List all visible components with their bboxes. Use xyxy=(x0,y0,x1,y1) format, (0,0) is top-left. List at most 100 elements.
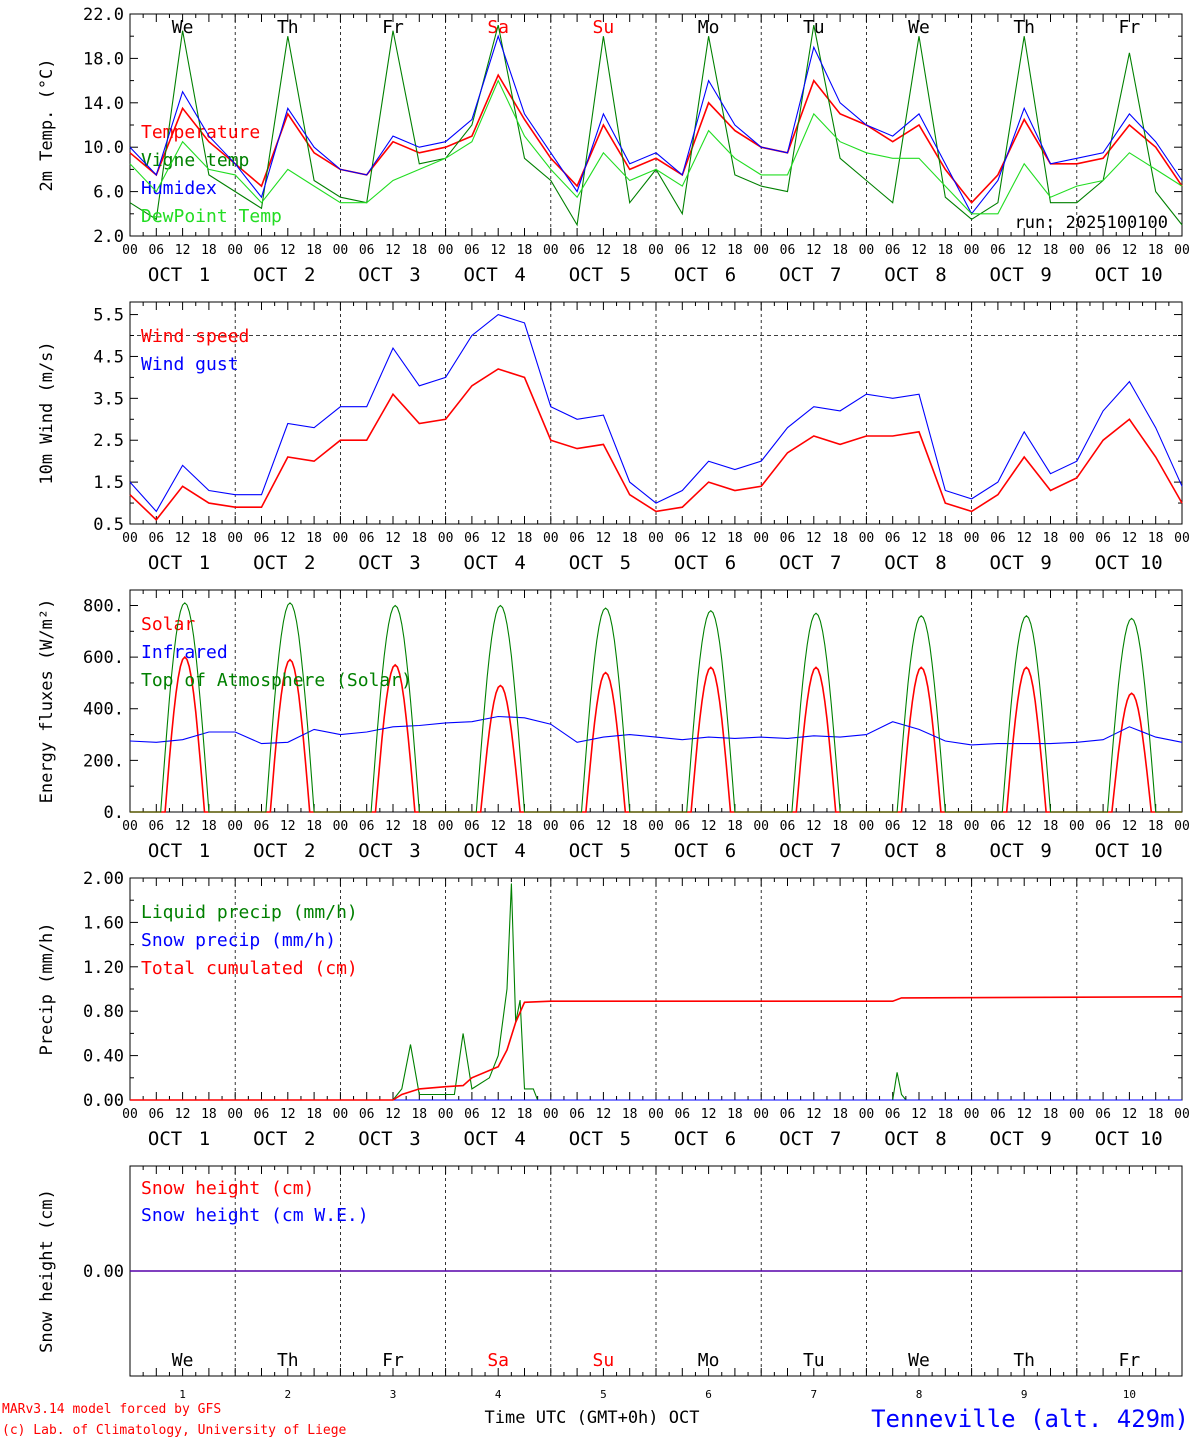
y-axis-title: Snow height (cm) xyxy=(37,1189,57,1353)
date-day-label: 10 xyxy=(1140,552,1163,574)
hour-tick-label: 12 xyxy=(1016,531,1032,546)
hour-tick-label: 18 xyxy=(1148,243,1164,258)
date-month-label: OCT xyxy=(358,264,392,286)
hour-tick-label: 12 xyxy=(596,531,612,546)
y-tick-label: 3.5 xyxy=(93,389,124,409)
date-month-label: OCT xyxy=(148,840,182,862)
y-tick-label: 0.00 xyxy=(83,1262,124,1282)
y-axis-title: Precip (mm/h) xyxy=(37,922,57,1055)
hour-tick-label: 18 xyxy=(832,531,848,546)
hour-tick-label: 18 xyxy=(1148,819,1164,834)
series-line-humidex xyxy=(129,34,1183,215)
day-of-week-label: Th xyxy=(277,17,299,38)
hour-tick-label: 06 xyxy=(359,531,375,546)
hour-tick-label: 00 xyxy=(122,819,138,834)
day-of-week-label: Fr xyxy=(1119,17,1141,38)
legend-entry: Liquid precip (mm/h) xyxy=(141,902,358,923)
y-tick-label: 200. xyxy=(83,751,124,771)
hour-tick-label: 00 xyxy=(1174,243,1190,258)
hour-tick-label: 06 xyxy=(148,819,164,834)
hour-tick-label: 18 xyxy=(306,1107,322,1122)
date-day-label: 6 xyxy=(725,264,736,286)
hour-tick-label: 06 xyxy=(569,819,585,834)
date-day-label: 2 xyxy=(304,264,315,286)
hour-tick-label: 12 xyxy=(175,1107,191,1122)
date-day-label: 4 xyxy=(514,1128,525,1150)
hour-tick-label: 00 xyxy=(648,531,664,546)
footer-model-line1: MARv3.14 model forced by GFS xyxy=(2,1402,221,1417)
date-month-label: OCT xyxy=(779,552,813,574)
day-of-week-label: Fr xyxy=(1119,1350,1141,1371)
hour-tick-label: 00 xyxy=(333,243,349,258)
date-day-label: 2 xyxy=(304,840,315,862)
hour-tick-label: 06 xyxy=(464,1107,480,1122)
date-day-label: 10 xyxy=(1140,1128,1163,1150)
date-month-label: OCT xyxy=(1095,264,1129,286)
hour-tick-label: 18 xyxy=(1148,531,1164,546)
hour-tick-label: 06 xyxy=(674,531,690,546)
date-month-label: OCT xyxy=(990,552,1024,574)
hour-tick-label: 12 xyxy=(1016,819,1032,834)
date-month-label: OCT xyxy=(253,840,287,862)
hour-tick-label: 00 xyxy=(964,1107,980,1122)
hour-tick-label: 00 xyxy=(438,243,454,258)
date-month-label: OCT xyxy=(569,840,603,862)
date-number-label: 9 xyxy=(1021,1388,1028,1401)
y-tick-label: 2.5 xyxy=(93,431,124,451)
hour-tick-label: 00 xyxy=(648,819,664,834)
date-day-label: 10 xyxy=(1140,264,1163,286)
hour-tick-label: 12 xyxy=(806,819,822,834)
hour-tick-label: 06 xyxy=(464,531,480,546)
hour-tick-label: 00 xyxy=(648,243,664,258)
hour-tick-label: 00 xyxy=(227,243,243,258)
y-axis-title: Energy fluxes (W/m²) xyxy=(37,599,57,804)
date-day-label: 8 xyxy=(935,264,946,286)
hour-tick-label: 00 xyxy=(333,819,349,834)
hour-tick-label: 06 xyxy=(674,819,690,834)
hour-tick-label: 12 xyxy=(806,243,822,258)
date-day-label: 7 xyxy=(830,264,841,286)
hour-tick-label: 12 xyxy=(1016,1107,1032,1122)
hour-tick-label: 06 xyxy=(780,819,796,834)
day-of-week-label: Sa xyxy=(487,1350,509,1371)
hour-tick-label: 18 xyxy=(622,1107,638,1122)
hour-tick-label: 06 xyxy=(254,1107,270,1122)
y-tick-label: 600. xyxy=(83,648,124,668)
day-of-week-label: We xyxy=(908,17,930,38)
date-day-label: 4 xyxy=(514,264,525,286)
y-tick-label: 18.0 xyxy=(83,49,124,69)
date-number-label: 7 xyxy=(810,1388,817,1401)
date-day-label: 1 xyxy=(199,1128,210,1150)
hour-tick-label: 18 xyxy=(201,531,217,546)
legend-entry: Humidex xyxy=(141,178,217,199)
y-tick-label: 1.20 xyxy=(83,958,124,978)
date-day-label: 3 xyxy=(409,552,420,574)
hour-tick-label: 00 xyxy=(1069,1107,1085,1122)
hour-tick-label: 12 xyxy=(596,1107,612,1122)
date-number-label: 6 xyxy=(705,1388,712,1401)
date-day-label: 9 xyxy=(1040,840,1051,862)
hour-tick-label: 00 xyxy=(859,819,875,834)
date-day-label: 1 xyxy=(199,840,210,862)
date-day-label: 8 xyxy=(935,1128,946,1150)
day-of-week-label: Fr xyxy=(382,1350,404,1371)
hour-tick-label: 00 xyxy=(122,1107,138,1122)
footer-model-line2: (c) Lab. of Climatology, University of L… xyxy=(2,1423,347,1438)
hour-tick-label: 18 xyxy=(832,819,848,834)
hour-tick-label: 00 xyxy=(227,1107,243,1122)
hour-tick-label: 18 xyxy=(1043,819,1059,834)
hour-tick-label: 18 xyxy=(517,243,533,258)
hour-tick-label: 12 xyxy=(1122,531,1138,546)
date-month-label: OCT xyxy=(884,1128,918,1150)
series-line-wind-speed xyxy=(129,368,1183,521)
y-axis-title: 2m Temp. (°C) xyxy=(37,58,57,191)
hour-tick-label: 06 xyxy=(569,531,585,546)
day-of-week-label: We xyxy=(172,1350,194,1371)
y-tick-label: 800. xyxy=(83,596,124,616)
date-month-label: OCT xyxy=(884,264,918,286)
y-tick-label: 1.5 xyxy=(93,473,124,493)
hour-tick-label: 18 xyxy=(517,1107,533,1122)
date-number-label: 4 xyxy=(495,1388,502,1401)
hour-tick-label: 18 xyxy=(306,531,322,546)
y-tick-label: 1.60 xyxy=(83,913,124,933)
